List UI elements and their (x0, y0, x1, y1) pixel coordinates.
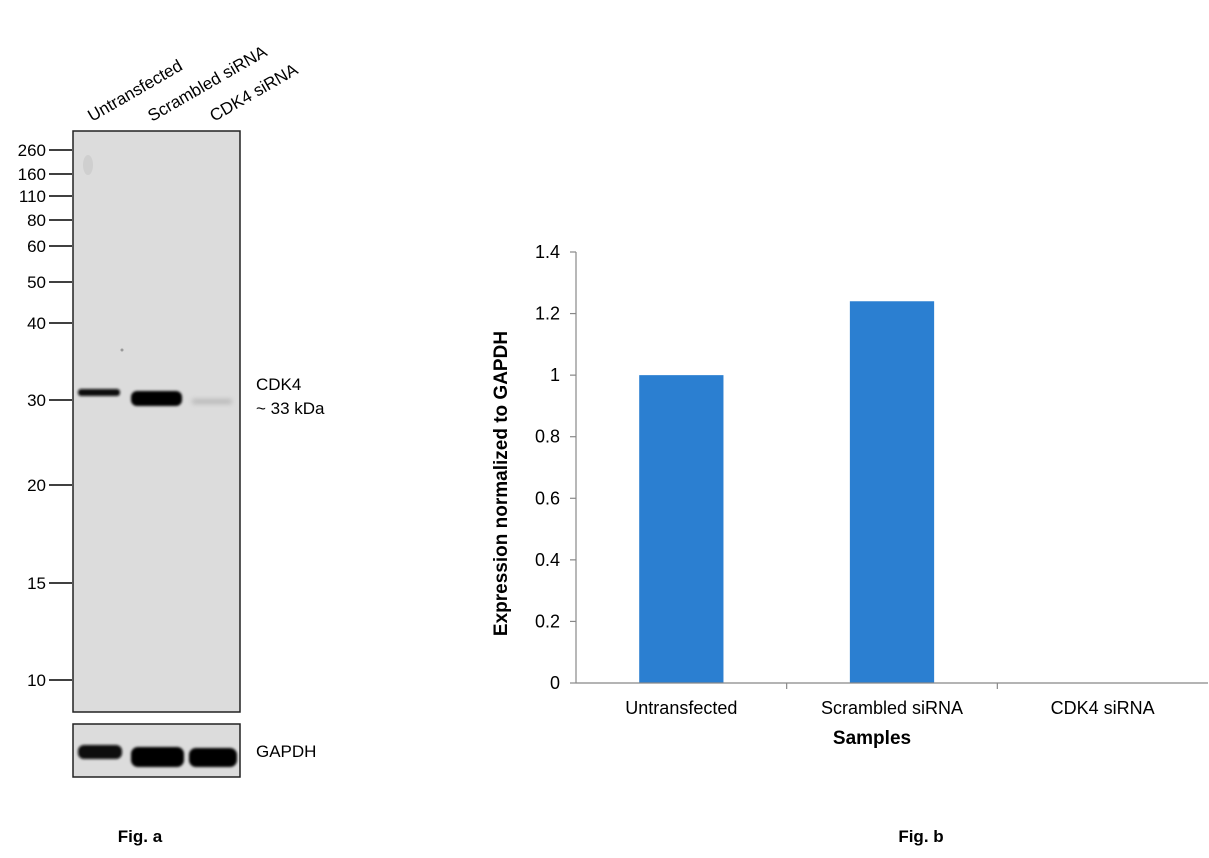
mw-label-15: 15 (27, 574, 46, 593)
fig-b-caption: Fig. b (898, 827, 943, 846)
cdk4-band-scrambled-sirna (131, 391, 182, 406)
mw-label-40: 40 (27, 314, 46, 333)
x-axis-title: Samples (833, 728, 911, 749)
y-axis-ticks: 0 0.2 0.4 0.6 0.8 1 1.2 1.4 (535, 242, 576, 693)
bar-untransfected (639, 375, 724, 683)
blot-speck (120, 348, 124, 352)
mw-label-110: 110 (19, 187, 46, 206)
gapdh-band-untransfected (78, 745, 122, 759)
bars-group (639, 301, 935, 683)
fig-a-caption: Fig. a (118, 827, 163, 846)
mw-marker-ladder (49, 149, 72, 681)
gapdh-band-cdk4-sirna (189, 748, 237, 767)
mw-label-80: 80 (27, 211, 46, 230)
band-label-cdk4: CDK4 (256, 375, 301, 394)
y-tick-label: 0.2 (535, 611, 560, 631)
x-tick-label: CDK4 siRNA (1051, 698, 1155, 718)
mw-label-60: 60 (27, 237, 46, 256)
mw-marker-labels: 260 160 110 80 60 50 40 30 20 15 10 (18, 141, 46, 690)
y-tick-label: 1.4 (535, 242, 560, 262)
mw-label-20: 20 (27, 476, 46, 495)
x-tick-label: Untransfected (625, 698, 737, 718)
cdk4-band-untransfected (78, 389, 120, 396)
mw-label-10: 10 (27, 671, 46, 690)
blot-smudge (83, 155, 93, 175)
y-axis-title: Expression normalized to GAPDH (491, 331, 512, 636)
mw-label-160: 160 (18, 165, 46, 184)
gapdh-label: GAPDH (256, 742, 316, 761)
y-tick-label: 1.2 (535, 304, 560, 324)
band-size-label: ~ 33 kDa (256, 399, 325, 418)
y-tick-label: 0.6 (535, 488, 560, 508)
y-tick-label: 0.4 (535, 550, 560, 570)
y-tick-label: 0.8 (535, 427, 560, 447)
blot-membrane (72, 130, 241, 713)
mw-label-260: 260 (18, 141, 46, 160)
mw-label-50: 50 (27, 273, 46, 292)
y-tick-label: 0 (550, 673, 560, 693)
bar-scrambled-sirna (849, 301, 935, 683)
y-tick-label: 1 (550, 365, 560, 385)
cdk4-band-cdk4-sirna (192, 399, 232, 404)
bar-chart: 0 0.2 0.4 0.6 0.8 1 1.2 1.4 Untransfected Scramb… (491, 242, 1208, 749)
mw-label-30: 30 (27, 391, 46, 410)
western-blot-panel: Untransfected Scrambled siRNA CDK4 siRNA (18, 42, 325, 846)
gapdh-band-scrambled-sirna (131, 747, 184, 767)
x-axis-ticks: Untransfected Scrambled siRNA CDK4 siRNA (625, 683, 1155, 718)
x-tick-label: Scrambled siRNA (821, 698, 963, 718)
